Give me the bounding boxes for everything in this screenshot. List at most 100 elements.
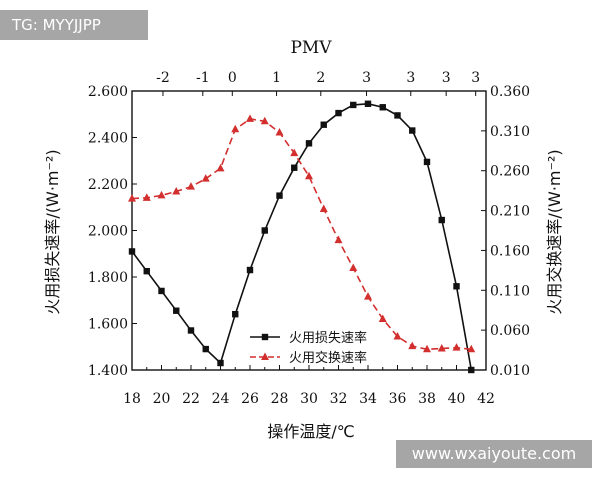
x-tick-label: 32 — [330, 391, 348, 407]
series-layer — [128, 100, 476, 374]
series-0-point — [158, 287, 165, 295]
series-1-point — [275, 127, 284, 136]
x-tick-label: 30 — [300, 391, 318, 407]
series-0-point — [453, 283, 460, 290]
pmv-tick-label: 2 — [316, 70, 325, 86]
pmv-tick-label: 3 — [406, 70, 415, 86]
series-0-point — [128, 248, 136, 255]
series-line-0 — [131, 102, 473, 371]
series-1-point — [172, 186, 181, 195]
y-axis-left-title: 火用损失速率/(W·m⁻²) — [43, 149, 62, 314]
y-right-tick-label: 0.110 — [490, 283, 530, 299]
y-right-tick-label: 0.360 — [490, 84, 530, 100]
series-1-point — [128, 194, 136, 202]
pmv-tick-label: 3 — [362, 70, 371, 86]
y-axis-right-title: 火用交换速率/(W·m⁻²) — [545, 149, 564, 314]
series-0-point — [143, 267, 150, 275]
series-1-point — [393, 332, 402, 340]
pmv-tick-label: 3 — [442, 70, 451, 86]
pmv-tick-label: -1 — [196, 70, 210, 86]
y-left-tick-label: 2.200 — [88, 177, 128, 193]
series-0-point — [232, 311, 239, 318]
y-right-tick-label: 0.160 — [490, 243, 530, 259]
series-0-point — [423, 158, 431, 166]
top-axis-title: PMV — [290, 38, 332, 58]
series-1-point — [437, 343, 446, 352]
series-1-point — [201, 174, 210, 182]
series-1-point — [408, 341, 417, 350]
series-1-point — [364, 292, 372, 300]
y-left-tick-label: 1.400 — [88, 363, 128, 379]
series-0-point — [438, 216, 445, 224]
x-tick-label: 20 — [153, 391, 171, 407]
x-tick-label: 24 — [212, 391, 230, 407]
series-1-point — [246, 114, 254, 122]
series-0-point — [276, 192, 283, 199]
watermark-bottom-right: www.wxaiyoute.com — [396, 440, 592, 468]
pmv-tick-label: 3 — [471, 70, 480, 86]
series-1-point — [378, 314, 387, 322]
legend-marker-0 — [261, 333, 269, 341]
series-0-point — [187, 327, 195, 334]
y-left-tick-label: 1.800 — [88, 270, 128, 286]
series-0-point — [217, 359, 224, 367]
ticks-layer: 18 20 22 24 26 28 30 32 34 36 38 40 421.4001.6001.80… — [88, 70, 530, 407]
legend-label-1: 火用交换速率 — [289, 350, 367, 366]
x-tick-label: 42 — [477, 391, 495, 407]
x-tick-label: 28 — [271, 391, 289, 407]
pmv-tick-label: 0 — [228, 70, 237, 86]
series-1-point — [187, 182, 195, 190]
y-right-tick-label: 0.010 — [490, 363, 530, 379]
x-tick-label: 34 — [359, 391, 377, 407]
y-right-tick-label: 0.060 — [490, 323, 530, 339]
series-0-point — [335, 109, 342, 117]
series-0-point — [202, 345, 209, 353]
series-1-point — [349, 263, 358, 271]
legend-marker-1 — [261, 352, 269, 360]
series-0-point — [173, 307, 180, 314]
watermark-top-left: TG: MYYJJPP — [0, 10, 148, 40]
series-0-point — [246, 266, 254, 274]
series-1-point — [467, 344, 476, 353]
plot-frame — [131, 90, 487, 371]
pmv-tick-label: 1 — [272, 70, 281, 86]
series-0-point — [409, 127, 416, 134]
y-right-tick-label: 0.210 — [490, 204, 530, 220]
series-1-point — [423, 344, 431, 353]
x-tick-label: 38 — [418, 391, 436, 407]
series-1-point — [231, 124, 240, 133]
x-tick-label: 18 — [123, 391, 141, 407]
y-right-tick-label: 0.310 — [490, 124, 530, 140]
series-0-point — [261, 227, 268, 234]
series-1-point — [334, 235, 343, 244]
series-0-point — [394, 112, 401, 119]
series-0-point — [468, 366, 475, 374]
y-left-tick-label: 2.000 — [88, 224, 128, 240]
y-left-tick-label: 2.400 — [88, 131, 128, 147]
x-tick-label: 40 — [448, 391, 466, 407]
x-axis-title: 操作温度/℃ — [267, 422, 354, 441]
series-line-1 — [131, 118, 472, 351]
series-1-point — [319, 204, 328, 212]
series-0-point — [320, 121, 327, 128]
y-left-tick-label: 2.600 — [88, 84, 128, 100]
x-tick-label: 22 — [182, 391, 200, 407]
series-0-point — [350, 101, 357, 109]
series-0-point — [305, 140, 313, 147]
series-0-point — [364, 100, 372, 107]
series-1-point — [290, 148, 299, 157]
series-1-point — [216, 163, 225, 172]
series-0-point — [291, 164, 298, 171]
pmv-tick-label: -2 — [156, 70, 170, 86]
series-1-point — [260, 116, 269, 125]
y-right-tick-label: 0.260 — [490, 164, 530, 180]
series-0-point — [379, 104, 386, 111]
series-1-point — [142, 193, 151, 201]
plot-border — [131, 90, 487, 371]
legend-label-0: 火用损失速率 — [289, 330, 367, 346]
x-tick-label: 26 — [241, 391, 259, 407]
series-1-point — [157, 190, 166, 199]
series-1-point — [452, 343, 461, 351]
